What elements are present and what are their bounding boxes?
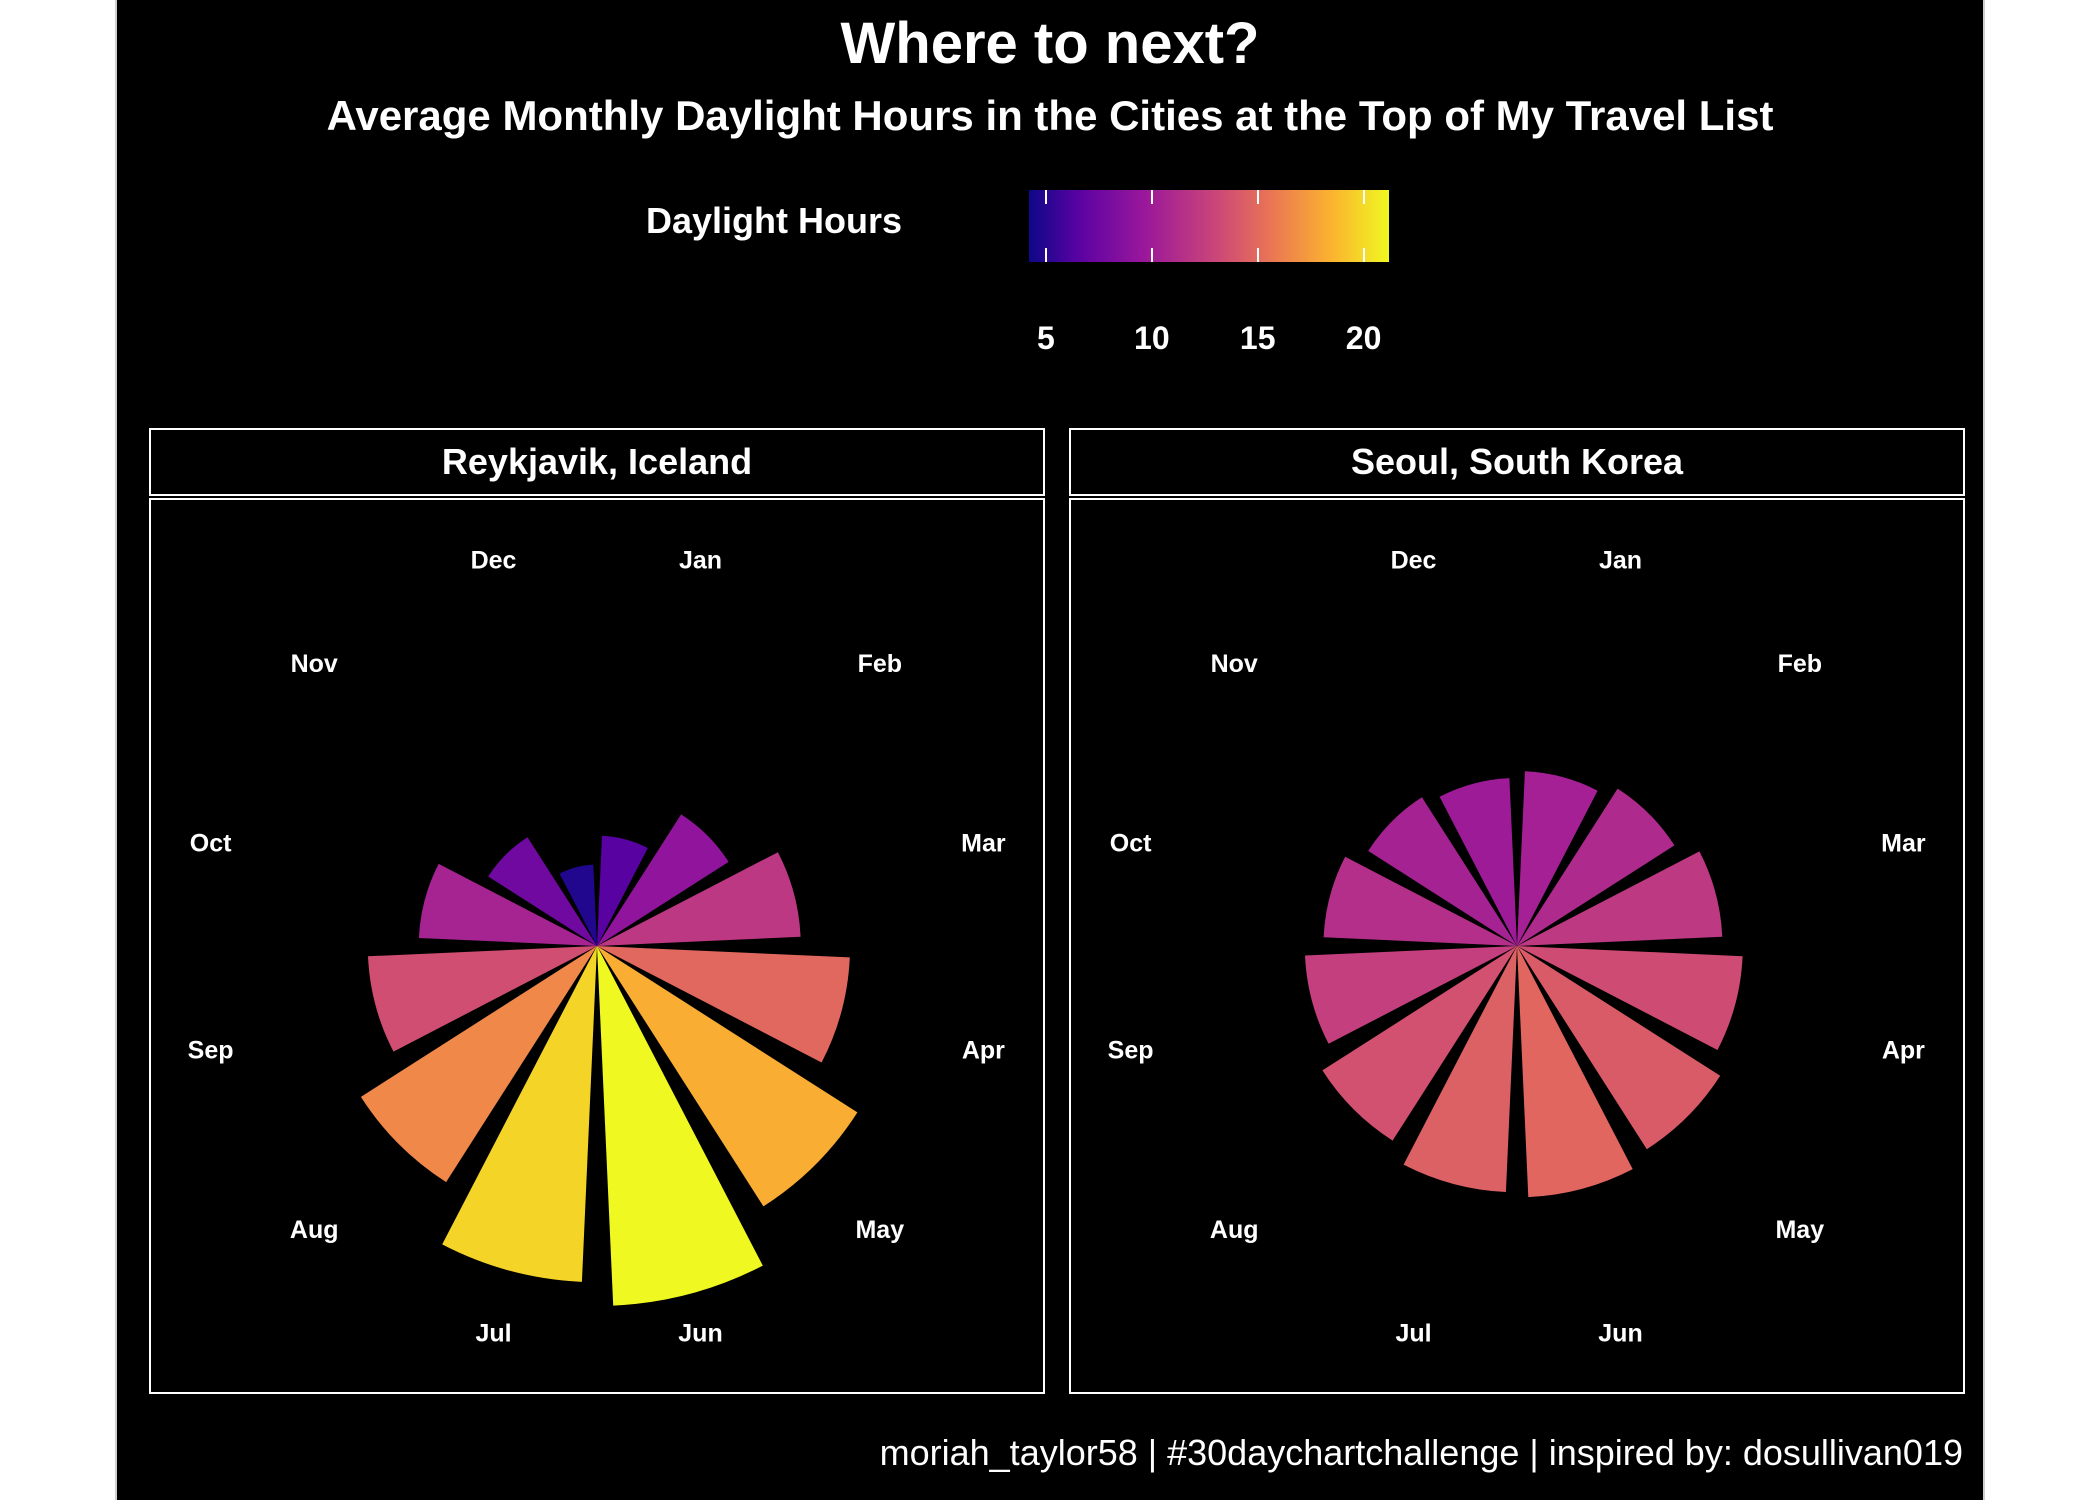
- month-label-dec: Dec: [1391, 547, 1437, 575]
- bar-nov: [488, 837, 597, 946]
- polar-bar-chart-seoul: Jan Feb Mar Apr May Jun Jul Aug Sep Oct Nov Dec: [1108, 547, 1926, 1348]
- bar-jul: [1403, 946, 1517, 1192]
- legend-tick-label: 5: [1037, 320, 1055, 356]
- month-label-may: May: [855, 1216, 904, 1244]
- panel-strip-label: Reykjavik, Iceland: [149, 428, 1045, 496]
- bar-feb: [597, 814, 729, 946]
- month-label-mar: Mar: [1881, 830, 1926, 858]
- month-label-apr: Apr: [962, 1037, 1005, 1065]
- bar-feb: [1517, 788, 1675, 946]
- legend-tick-label: 10: [1134, 320, 1170, 356]
- chart-subtitle: Average Monthly Daylight Hours in the Ci…: [326, 92, 1774, 139]
- legend-tick-label: 20: [1345, 320, 1382, 356]
- legend-tick-mark: [1044, 190, 1047, 204]
- legend-colorbar: [1029, 190, 1389, 262]
- month-label-jan: Jan: [1599, 547, 1642, 575]
- bar-jun: [597, 946, 763, 1306]
- panel-body: Jan Feb Mar Apr May Jun Jul Aug Sep Oct Nov Dec: [149, 498, 1045, 1394]
- month-label-sep: Sep: [1108, 1037, 1154, 1065]
- bar-mar: [1517, 851, 1723, 946]
- bar-jan: [1517, 771, 1598, 946]
- bar-sep: [1305, 946, 1517, 1044]
- bar-dec: [1439, 778, 1517, 946]
- bar-apr: [1517, 946, 1743, 1050]
- month-label-may: May: [1775, 1216, 1824, 1244]
- bar-oct: [1323, 856, 1517, 946]
- legend-tick-mark: [1362, 190, 1365, 204]
- plot-background: Where to next? Average Monthly Daylight …: [115, 0, 1985, 1500]
- polar-bar-chart-reykjavik: Jan Feb Mar Apr May Jun Jul Aug Sep Oct Nov Dec: [188, 547, 1006, 1348]
- month-label-aug: Aug: [290, 1216, 339, 1244]
- bar-nov: [1368, 797, 1517, 946]
- month-label-sep: Sep: [188, 1037, 234, 1065]
- month-label-nov: Nov: [291, 650, 338, 678]
- panel-body: Jan Feb Mar Apr May Jun Jul Aug Sep Oct Nov Dec: [1069, 498, 1965, 1394]
- month-label-aug: Aug: [1210, 1216, 1259, 1244]
- bar-sep: [368, 946, 597, 1052]
- month-label-jun: Jun: [1598, 1319, 1642, 1347]
- month-label-nov: Nov: [1211, 650, 1258, 678]
- legend-tick-mark: [1044, 248, 1047, 262]
- caption: moriah_taylor58 | #30daychartchallenge |…: [879, 1432, 1963, 1473]
- month-label-feb: Feb: [858, 650, 902, 678]
- bar-jan: [597, 835, 648, 946]
- panel-strip-label: Seoul, South Korea: [1069, 428, 1965, 496]
- legend-title: Daylight Hours: [645, 200, 902, 241]
- bar-aug: [360, 946, 597, 1183]
- bar-jul: [442, 946, 597, 1282]
- panel-seoul: Seoul, South Korea Jan Feb Mar Apr May Jun Jul…: [1069, 428, 1965, 1394]
- legend-tick-mark: [1150, 248, 1153, 262]
- legend-tick-mark: [1362, 248, 1365, 262]
- month-label-feb: Feb: [1778, 650, 1822, 678]
- bar-may: [1517, 946, 1721, 1150]
- bar-aug: [1322, 946, 1517, 1141]
- bar-dec: [559, 864, 597, 946]
- month-label-jun: Jun: [678, 1319, 722, 1347]
- month-label-jul: Jul: [1395, 1319, 1431, 1347]
- legend-tick-mark: [1256, 248, 1259, 262]
- month-label-dec: Dec: [471, 547, 517, 575]
- month-label-jul: Jul: [475, 1319, 511, 1347]
- bar-oct: [418, 863, 597, 946]
- bar-jun: [1517, 946, 1633, 1198]
- bar-may: [597, 946, 858, 1207]
- legend-tick-mark: [1150, 190, 1153, 204]
- month-label-mar: Mar: [961, 830, 1006, 858]
- panel-reykjavik: Reykjavik, Iceland Jan Feb Mar Apr May Jun Jul…: [149, 428, 1045, 1394]
- bar-apr: [597, 946, 850, 1063]
- legend-tick-mark: [1256, 190, 1259, 204]
- month-label-oct: Oct: [1110, 830, 1152, 858]
- legend-tick-label: 15: [1239, 320, 1276, 356]
- month-label-oct: Oct: [190, 830, 232, 858]
- bar-mar: [597, 852, 801, 946]
- month-label-jan: Jan: [679, 547, 722, 575]
- chart-title: Where to next?: [840, 11, 1260, 76]
- month-label-apr: Apr: [1882, 1037, 1925, 1065]
